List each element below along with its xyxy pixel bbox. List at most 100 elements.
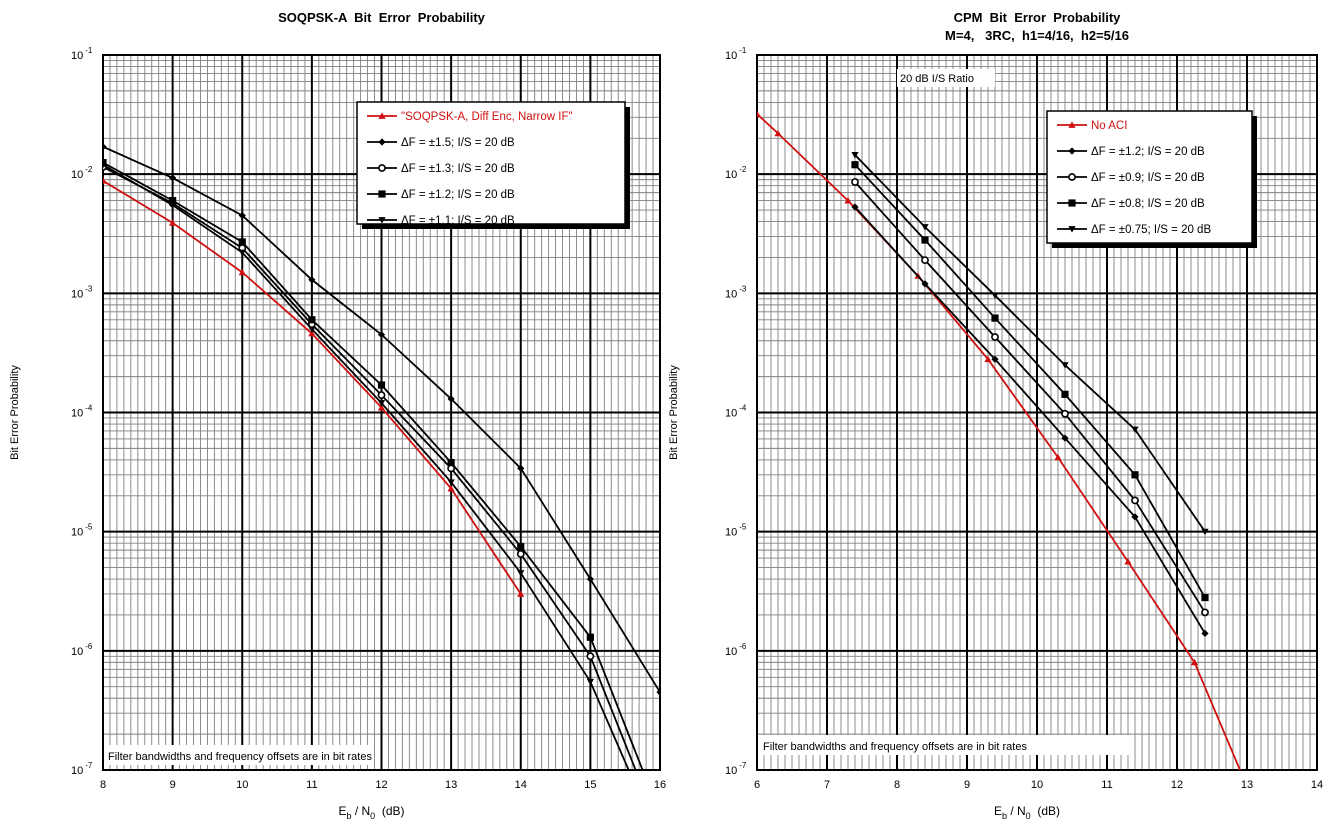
annotation-text: 20 dB I/S Ratio	[900, 73, 974, 85]
y-tick-base: 10	[71, 50, 83, 62]
data-point	[586, 575, 594, 583]
data-point	[308, 316, 316, 324]
legend-label: "SOQPSK-A, Diff Enc, Narrow IF"	[401, 111, 573, 123]
series-line-2	[854, 206, 1206, 634]
x-axis-label: Eb / N0 (dB)	[994, 804, 1060, 821]
data-point	[1061, 390, 1069, 398]
data-point	[1061, 409, 1069, 418]
y-tick-label: 10 -2	[71, 165, 93, 181]
legend-label: No ACI	[1091, 120, 1127, 132]
data-point	[921, 280, 929, 288]
data-point	[921, 236, 929, 244]
data-point	[1201, 528, 1209, 536]
data-point	[377, 403, 386, 411]
data-point	[517, 464, 525, 472]
data-point	[377, 400, 386, 407]
data-point	[991, 314, 999, 322]
data-point	[774, 129, 782, 137]
data-point	[447, 479, 455, 486]
data-point	[1131, 496, 1139, 505]
y-tick-exponent: -1	[739, 46, 747, 55]
data-point	[757, 110, 761, 117]
legend-marker	[378, 190, 386, 198]
data-point	[921, 224, 929, 231]
legend-marker	[378, 217, 386, 224]
data-point	[1201, 593, 1209, 602]
y-tick-exponent: -5	[739, 523, 747, 532]
data-point	[1061, 362, 1069, 369]
data-point	[1201, 629, 1209, 638]
data-point	[169, 174, 177, 182]
y-tick-base: 10	[71, 527, 83, 539]
data-point	[447, 484, 455, 492]
x-axis-label-part: (dB)	[1031, 804, 1060, 818]
legend-label: ΔF = ±1.2; I/S = 20 dB	[1091, 146, 1205, 158]
y-tick-base: 10	[71, 765, 83, 777]
chart-panel-1: 8 9 10 11 12 13 14 15 1610-110-210-310-410-510-6…	[9, 10, 666, 821]
x-tick-label: 6	[754, 779, 760, 791]
data-point	[238, 268, 246, 276]
data-point	[1131, 513, 1139, 521]
data-point	[851, 161, 859, 169]
data-point	[516, 550, 525, 558]
data-point	[1201, 608, 1209, 617]
y-tick-base: 10	[725, 288, 737, 300]
y-tick-label: 10 -1	[725, 46, 747, 62]
series-group	[757, 110, 1241, 770]
data-point	[517, 590, 525, 597]
plot-frame	[756, 54, 1318, 771]
x-axis-label-part: b	[1002, 811, 1007, 821]
data-point	[1190, 658, 1199, 666]
legend-marker	[1068, 147, 1076, 155]
y-tick-label: 10 -1	[71, 46, 93, 62]
y-tick-exponent: -1	[85, 46, 93, 55]
y-tick-exponent: -3	[85, 284, 93, 293]
legend-marker	[1068, 121, 1076, 128]
y-tick-exponent: -4	[739, 404, 747, 413]
data-point	[586, 652, 595, 661]
legend-marker	[378, 138, 386, 146]
chart-title: SOQPSK-A Bit Error Probability	[278, 10, 486, 25]
x-axis-label-part: 0	[370, 811, 375, 821]
y-tick-exponent: -5	[85, 523, 93, 532]
y-tick-exponent: -2	[739, 165, 747, 174]
y-tick-label: 10 -5	[71, 523, 93, 539]
x-tick-label: 11	[306, 779, 317, 791]
x-tick-label: 15	[584, 779, 596, 791]
data-point	[991, 333, 999, 341]
x-tick-label: 8	[100, 779, 106, 791]
y-tick-label: 10 -3	[71, 284, 93, 300]
y-tick-exponent: -6	[85, 642, 93, 651]
data-point	[447, 458, 455, 467]
data-point	[447, 395, 455, 403]
y-tick-exponent: -6	[739, 642, 747, 651]
data-point	[377, 391, 386, 399]
legend-marker	[378, 112, 386, 119]
series-line-4	[854, 164, 1206, 598]
data-point	[103, 161, 107, 169]
y-tick-base: 10	[725, 50, 737, 62]
plot-frame	[102, 54, 661, 771]
data-point	[169, 197, 177, 205]
x-tick-label: 13	[1241, 779, 1253, 791]
data-point	[103, 177, 107, 184]
legend-box	[356, 101, 626, 225]
y-tick-label: 10 -4	[71, 404, 93, 420]
legend-marker	[1068, 199, 1076, 207]
y-tick-label: 10 -6	[71, 642, 93, 658]
annotation-text: Filter bandwidths and frequency offsets …	[763, 741, 1027, 753]
x-axis-label-part: E	[994, 804, 1002, 818]
y-tick-exponent: -7	[739, 761, 747, 770]
y-tick-exponent: -7	[85, 761, 93, 770]
annotation-box	[760, 735, 1134, 755]
legend-label: ΔF = ±1.2; I/S = 20 dB	[401, 189, 515, 201]
data-point	[169, 202, 177, 209]
legend-label: ΔF = ±1.3; I/S = 20 dB	[401, 163, 515, 175]
x-axis-label: Eb / N0 (dB)	[338, 804, 404, 821]
legend: No ACI ΔF = ±1.2; I/S = 20 dB ΔF = ±0.9; I…	[1046, 110, 1257, 248]
legend-label: ΔF = ±0.75; I/S = 20 dB	[1091, 224, 1211, 236]
legend-label: ΔF = ±1.5; I/S = 20 dB	[401, 137, 515, 149]
y-tick-base: 10	[725, 527, 737, 539]
x-axis-label-part: / N	[352, 804, 371, 818]
